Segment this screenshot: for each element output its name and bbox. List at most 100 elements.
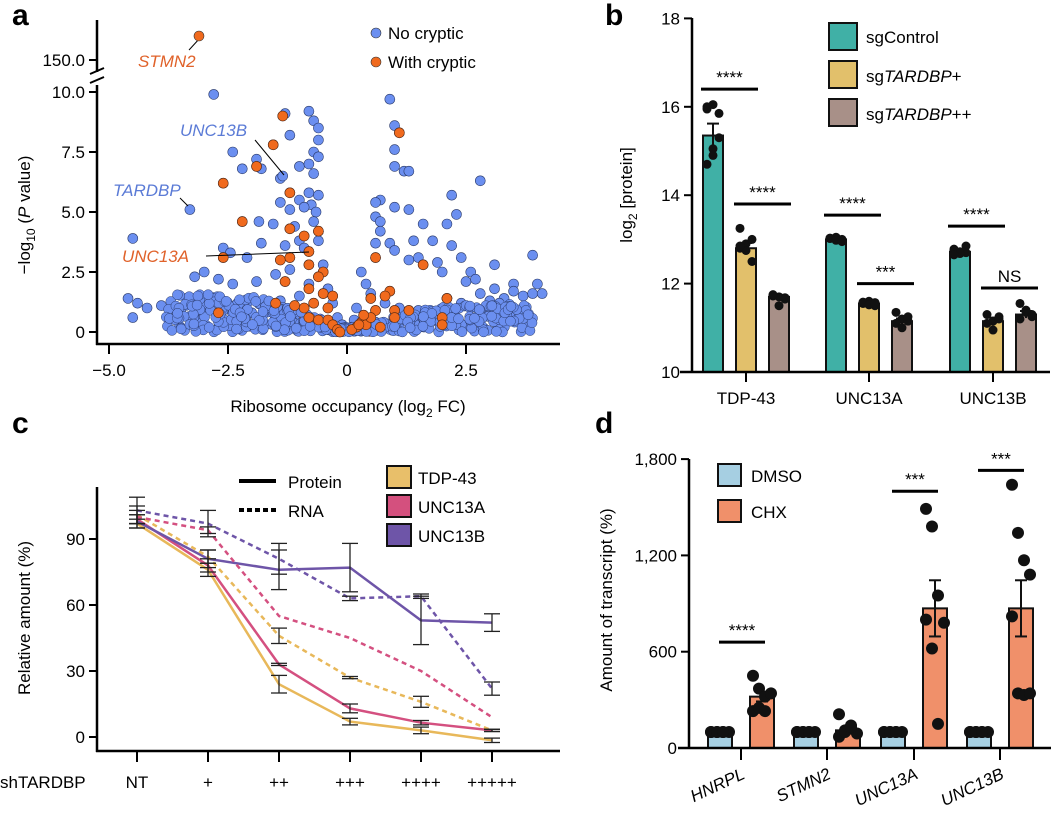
y-ticks: 02.55.07.510.0: [52, 83, 97, 342]
point-no-cryptic: [404, 166, 414, 176]
bar-sgcontrol: [703, 136, 723, 372]
significance-label: ***: [905, 470, 925, 489]
y-ticks: 1012141618: [661, 9, 692, 382]
point-no-cryptic: [437, 267, 447, 277]
point-no-cryptic: [475, 289, 485, 299]
point-no-cryptic: [172, 290, 182, 300]
legend-label-unc13b: UNC13B: [418, 527, 485, 546]
data-point: [1024, 569, 1036, 581]
x-tick-label: UNC13A: [852, 764, 921, 810]
point-no-cryptic: [409, 236, 419, 246]
point-no-cryptic: [432, 257, 442, 267]
point-no-cryptic: [418, 219, 428, 229]
point-no-cryptic: [361, 279, 371, 289]
point-with-cryptic: [371, 253, 381, 263]
point-no-cryptic: [490, 260, 500, 270]
point-no-cryptic: [285, 312, 295, 322]
point-with-cryptic: [354, 320, 364, 330]
line-tdp-43-rna: [137, 515, 492, 731]
y-tick-label: 1,200: [634, 546, 677, 565]
point-with-cryptic: [213, 308, 223, 318]
data-point: [1006, 610, 1018, 622]
point-with-cryptic: [304, 260, 314, 270]
point-with-cryptic: [275, 255, 285, 265]
point-with-cryptic: [218, 253, 228, 263]
legend-label-with-cryptic: With cryptic: [388, 53, 476, 72]
point-with-cryptic: [290, 301, 300, 311]
point-no-cryptic: [405, 323, 415, 333]
point-no-cryptic: [313, 135, 323, 145]
bar-sgtardbp+: [736, 248, 756, 372]
x-tick-label: STMN2: [773, 764, 834, 806]
y-tick-label: 10: [661, 363, 680, 382]
data-point: [748, 257, 757, 266]
point-no-cryptic: [185, 205, 195, 215]
data-point: [976, 726, 988, 738]
point-no-cryptic: [203, 290, 213, 300]
panel-letter-c: c: [12, 407, 29, 440]
point-no-cryptic: [375, 217, 385, 227]
point-with-cryptic: [304, 284, 314, 294]
data-point: [703, 160, 712, 169]
stmn2-point: [194, 31, 204, 41]
data-point: [747, 670, 759, 682]
point-no-cryptic: [232, 324, 242, 334]
point-no-cryptic: [313, 190, 323, 200]
point-with-cryptic: [299, 231, 309, 241]
data-point: [1006, 479, 1018, 491]
point-no-cryptic: [209, 89, 219, 99]
legend-marker-no-cryptic: [371, 28, 381, 38]
y-tick-label: 60: [66, 596, 85, 615]
tardbp-leader-line: [180, 198, 188, 206]
point-no-cryptic: [465, 301, 475, 311]
point-no-cryptic: [490, 284, 500, 294]
legend-swatch-tdp43: [387, 466, 411, 488]
x-ticks: TDP-43 UNC13A UNC13B: [717, 372, 1027, 408]
point-no-cryptic: [518, 291, 528, 301]
x-ticks: NT + ++ +++ ++++ +++++: [126, 751, 517, 792]
significance-label: ****: [749, 183, 776, 202]
point-no-cryptic: [133, 298, 143, 308]
data-point: [717, 726, 729, 738]
data-point: [765, 687, 777, 699]
point-no-cryptic: [390, 161, 400, 171]
point-no-cryptic: [537, 289, 547, 299]
x-tick-label: +++++: [467, 773, 517, 792]
y-tick-label: 0: [76, 323, 85, 342]
y-tick-label: 10.0: [52, 83, 85, 102]
point-no-cryptic: [142, 303, 152, 313]
point-with-cryptic: [285, 188, 295, 198]
point-no-cryptic: [356, 267, 366, 277]
data-point: [736, 242, 745, 251]
x-tick-label: NT: [126, 773, 149, 792]
point-no-cryptic: [404, 205, 414, 215]
legend-label-no-cryptic: No cryptic: [388, 24, 464, 43]
point-no-cryptic: [252, 277, 262, 287]
point-no-cryptic: [304, 159, 314, 169]
significance-label: ****: [716, 68, 743, 87]
point-no-cryptic: [236, 312, 246, 322]
point-no-cryptic: [271, 269, 281, 279]
point-no-cryptic: [234, 295, 244, 305]
data-point: [920, 503, 932, 515]
point-with-cryptic: [313, 315, 323, 325]
point-with-cryptic: [366, 293, 376, 303]
point-no-cryptic: [479, 327, 489, 337]
point-no-cryptic: [456, 253, 466, 263]
figure-canvas: a b c d 02.55.07.510.0 −5.0 −2.5 0 2.5 150.…: [0, 0, 1051, 824]
point-no-cryptic: [189, 319, 199, 329]
data-point: [748, 235, 757, 244]
point-no-cryptic: [311, 207, 321, 217]
annotation-unc13b: UNC13B: [180, 121, 247, 140]
legend-label-sgtardbp-plusplus: sgTARDBP++: [866, 105, 972, 124]
x-tick-label: ++++: [401, 773, 441, 792]
data-point: [950, 250, 959, 259]
point-with-cryptic: [404, 305, 414, 315]
legend-label-chx: CHX: [751, 503, 787, 522]
point-no-cryptic: [305, 321, 315, 331]
point-no-cryptic: [505, 316, 515, 326]
point-with-cryptic: [278, 111, 288, 121]
point-no-cryptic: [278, 171, 288, 181]
point-no-cryptic: [237, 164, 247, 174]
point-with-cryptic: [237, 217, 247, 227]
